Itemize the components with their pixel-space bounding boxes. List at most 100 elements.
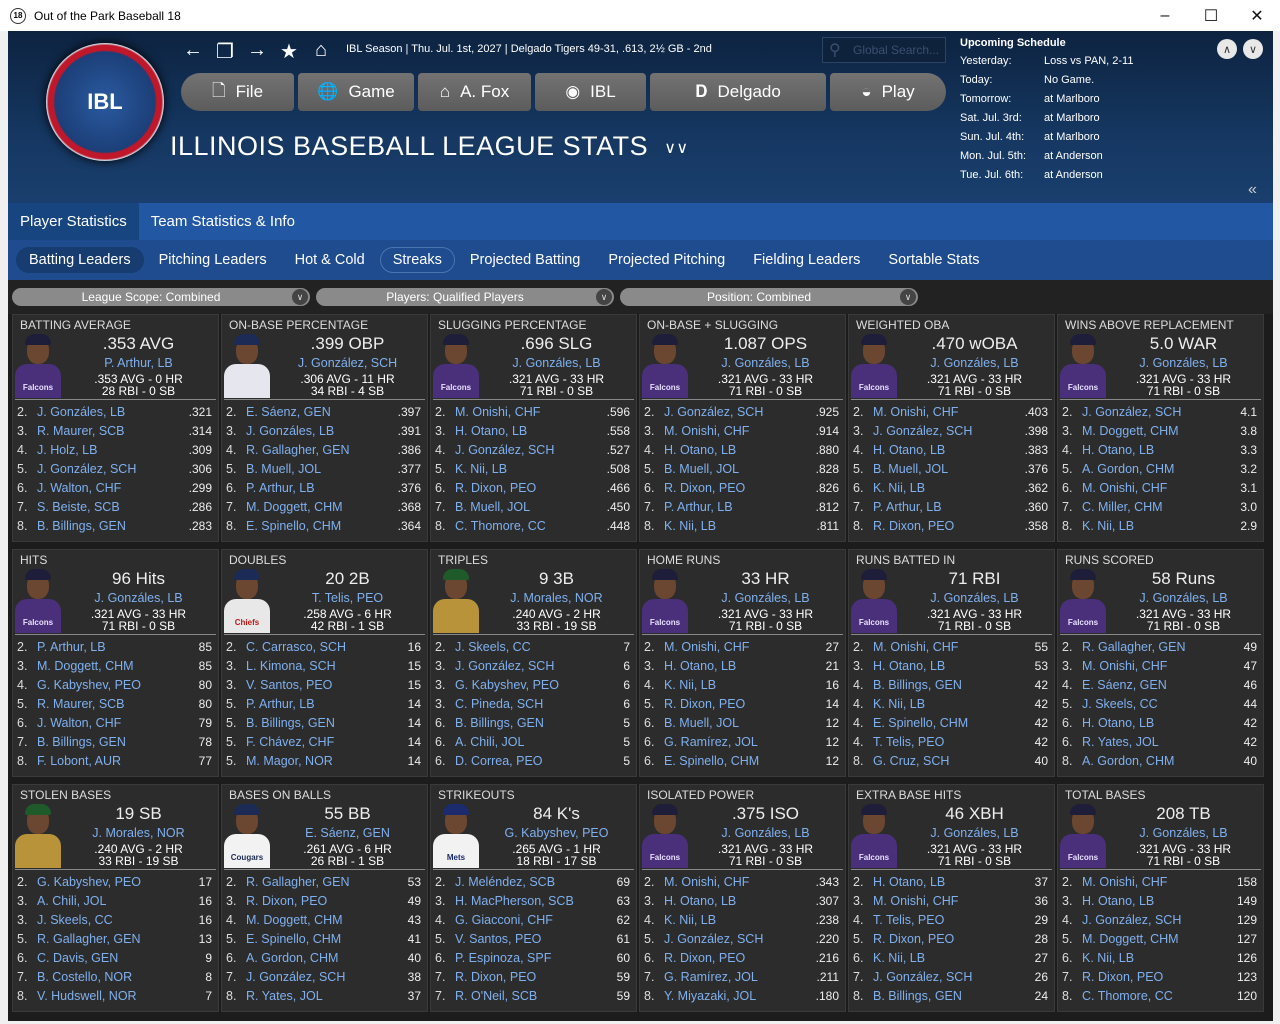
subtab-sortable-stats[interactable]: Sortable Stats (888, 252, 980, 268)
player-link[interactable]: R. Dixon, PEO (873, 518, 955, 533)
player-link[interactable]: M. Onishi, CHF (455, 404, 541, 419)
player-link[interactable]: B. Muell, JOL (246, 461, 322, 476)
player-avatar[interactable]: Falcons (1060, 569, 1106, 633)
player-avatar[interactable]: Falcons (642, 804, 688, 868)
player-link[interactable]: E. Spinello, CHM (246, 518, 342, 533)
player-link[interactable]: H. Otano, LB (873, 658, 946, 673)
player-link[interactable]: C. Davis, GEN (37, 950, 119, 965)
subtab-projected-pitching[interactable]: Projected Pitching (608, 252, 726, 268)
player-link[interactable]: S. Beiste, SCB (37, 499, 120, 514)
player-link[interactable]: T. Telis, PEO (873, 734, 945, 749)
player-link[interactable]: R. Gallagher, GEN (37, 931, 141, 946)
player-link[interactable]: M. Onishi, CHF (664, 874, 750, 889)
player-link[interactable]: C. Thomore, CC (455, 518, 546, 533)
player-link[interactable]: M. Onishi, CHF (1082, 658, 1168, 673)
player-link[interactable]: J. González, SCH (246, 969, 346, 984)
player-link[interactable]: J. González, SCH (455, 658, 555, 673)
player-link[interactable]: E. Spinello, CHM (873, 715, 969, 730)
player-link[interactable]: B. Billings, GEN (37, 734, 126, 749)
player-link[interactable]: K. Nii, LB (455, 461, 508, 476)
player-link[interactable]: R. Dixon, PEO (664, 950, 746, 965)
subtab-batting-leaders[interactable]: Batting Leaders (16, 247, 144, 273)
player-link[interactable]: J. Skeels, CC (455, 639, 531, 654)
player-link[interactable]: J. Meléndez, SCB (455, 874, 556, 889)
player-link[interactable]: H. Otano, LB (455, 423, 528, 438)
player-link[interactable]: R. Dixon, PEO (246, 893, 328, 908)
subtab-projected-batting[interactable]: Projected Batting (469, 252, 581, 268)
player-link[interactable]: E. Sáenz, GEN (246, 404, 331, 419)
player-link[interactable]: A. Chili, JOL (37, 893, 107, 908)
player-link[interactable]: M. Onishi, CHF (1082, 874, 1168, 889)
subtab-fielding-leaders[interactable]: Fielding Leaders (753, 252, 861, 268)
home-icon[interactable]: ⌂ (314, 39, 328, 61)
chevron-down-icon[interactable]: ∨ (292, 289, 308, 305)
player-link[interactable]: G. Ramírez, JOL (664, 969, 758, 984)
player-link[interactable]: P. Arthur, LB (664, 499, 733, 514)
filter-dropdown[interactable]: Players: Qualified Players ∨ (316, 288, 614, 306)
player-link[interactable]: J. González, SCH (37, 461, 137, 476)
player-link[interactable]: V. Hudswell, NOR (37, 988, 137, 1003)
player-link[interactable]: M. Doggett, CHM (37, 658, 134, 673)
player-link[interactable]: J. Skeels, CC (37, 912, 113, 927)
player-link[interactable]: J. González, SCH (664, 931, 764, 946)
player-link[interactable]: H. Otano, LB (664, 893, 737, 908)
maximize-button[interactable]: ☐ (1203, 7, 1219, 25)
player-avatar[interactable]: Falcons (1060, 804, 1106, 868)
player-avatar[interactable]: Falcons (642, 334, 688, 398)
player-link[interactable]: E. Sáenz, GEN (1082, 677, 1167, 692)
player-link[interactable]: F. Lobont, AUR (37, 753, 122, 768)
player-link[interactable]: R. Gallagher, GEN (1082, 639, 1186, 654)
player-link[interactable]: J. González, SCH (873, 423, 973, 438)
leader-name-link[interactable]: J. Gonzáles, LB (512, 356, 601, 370)
leader-name-link[interactable]: G. Kabyshev, PEO (504, 826, 609, 840)
chevron-down-icon[interactable]: ∨ (900, 289, 916, 305)
copy-icon[interactable]: ❐ (216, 41, 234, 63)
player-link[interactable]: E. Spinello, CHM (246, 931, 342, 946)
player-link[interactable]: D. Correa, PEO (455, 753, 543, 768)
player-link[interactable]: K. Nii, LB (873, 480, 926, 495)
leader-name-link[interactable]: J. Gonzáles, LB (1139, 356, 1228, 370)
player-link[interactable]: G. Kabyshev, PEO (455, 677, 559, 692)
player-link[interactable]: P. Arthur, LB (873, 499, 942, 514)
player-link[interactable]: H. Otano, LB (873, 874, 946, 889)
player-link[interactable]: M. Doggett, CHM (1082, 931, 1179, 946)
player-link[interactable]: K. Nii, LB (664, 677, 717, 692)
player-link[interactable]: H. MacPherson, SCB (455, 893, 574, 908)
minimize-button[interactable]: – (1160, 6, 1170, 24)
leader-name-link[interactable]: J. Gonzáles, LB (94, 591, 183, 605)
player-link[interactable]: H. Otano, LB (1082, 442, 1155, 457)
player-link[interactable]: K. Nii, LB (1082, 950, 1135, 965)
player-link[interactable]: H. Otano, LB (1082, 893, 1155, 908)
player-avatar[interactable]: Mets (433, 804, 479, 868)
player-link[interactable]: K. Nii, LB (873, 696, 926, 711)
player-link[interactable]: R. Dixon, PEO (664, 696, 746, 711)
leader-name-link[interactable]: J. Gonzáles, LB (930, 826, 1019, 840)
player-link[interactable]: R. Maurer, SCB (37, 423, 125, 438)
player-link[interactable]: L. Kimona, SCH (246, 658, 336, 673)
player-link[interactable]: V. Santos, PEO (246, 677, 333, 692)
player-link[interactable]: T. Telis, PEO (873, 912, 945, 927)
player-avatar[interactable]: Falcons (15, 569, 61, 633)
player-avatar[interactable]: Cougars (224, 804, 270, 868)
player-link[interactable]: R. Gallagher, GEN (246, 442, 350, 457)
player-link[interactable]: M. Onishi, CHF (873, 639, 959, 654)
player-link[interactable]: H. Otano, LB (1082, 715, 1155, 730)
player-link[interactable]: M. Onishi, CHF (664, 639, 750, 654)
player-link[interactable]: C. Carrasco, SCH (246, 639, 347, 654)
player-link[interactable]: K. Nii, LB (873, 950, 926, 965)
filter-dropdown[interactable]: Position: Combined ∨ (620, 288, 918, 306)
forward-arrow-icon[interactable]: → (247, 39, 267, 61)
leader-name-link[interactable]: J. Gonzáles, LB (930, 591, 1019, 605)
chevron-down-icon[interactable]: ∨∨ (664, 139, 689, 157)
player-link[interactable]: A. Gordon, CHM (1082, 753, 1175, 768)
player-link[interactable]: C. Pineda, SCH (455, 696, 544, 711)
player-link[interactable]: P. Espinoza, SPF (455, 950, 552, 965)
leader-name-link[interactable]: J. Gonzáles, LB (1139, 591, 1228, 605)
player-link[interactable]: M. Doggett, CHM (1082, 423, 1179, 438)
close-button[interactable]: ✕ (1250, 7, 1264, 25)
player-link[interactable]: J. Gonzáles, LB (246, 423, 335, 438)
leader-name-link[interactable]: J. Gonzáles, LB (930, 356, 1019, 370)
player-link[interactable]: R. Yates, JOL (246, 988, 323, 1003)
tab-player-statistics[interactable]: Player Statistics (8, 203, 139, 240)
player-link[interactable]: A. Gordon, CHM (1082, 461, 1175, 476)
